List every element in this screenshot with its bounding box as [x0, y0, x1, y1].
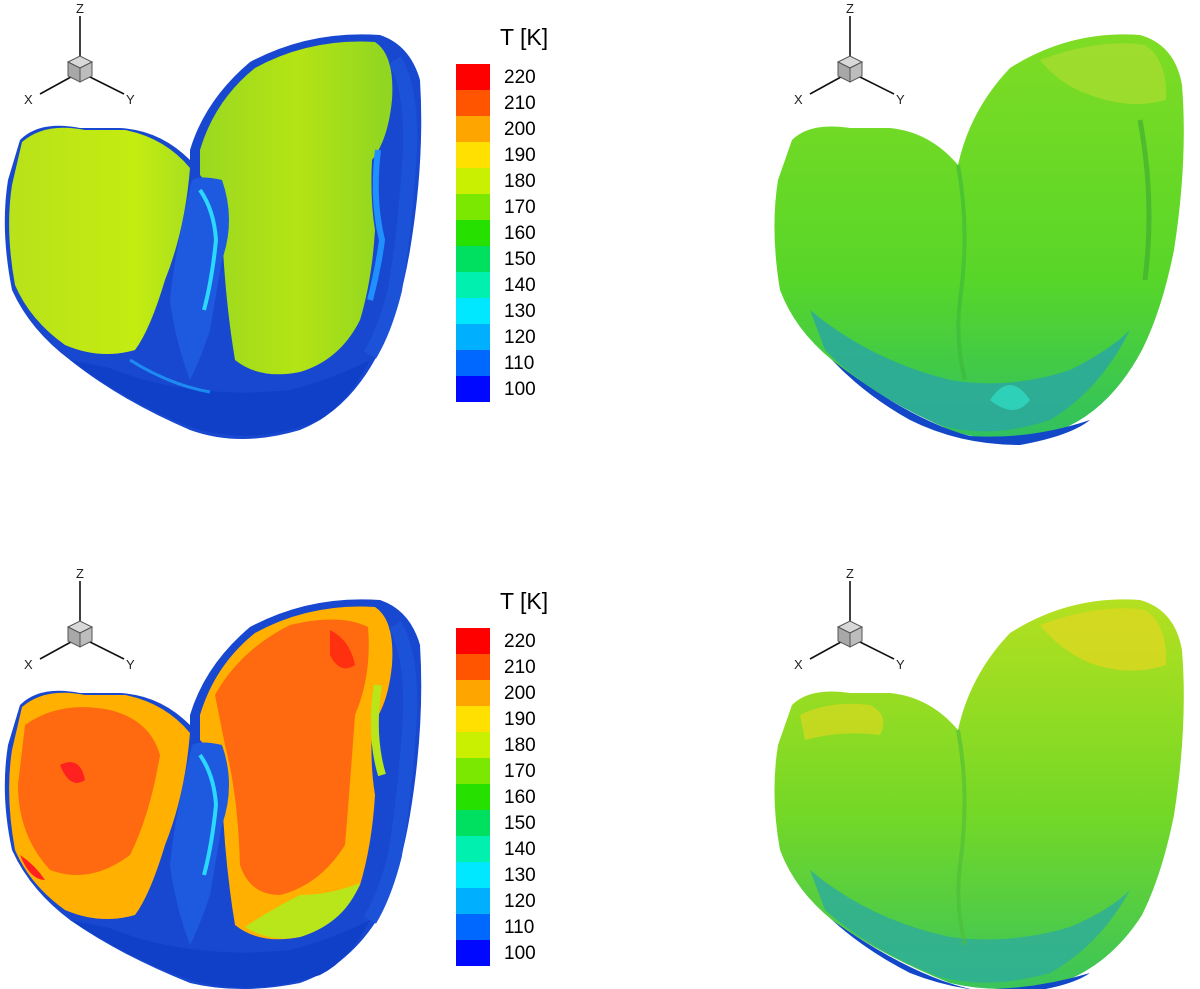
legend-title: T [K] — [500, 24, 549, 50]
color-swatch-120 — [456, 324, 490, 350]
right-lobe-face — [200, 41, 393, 375]
tick-label-160: 160 — [504, 223, 536, 244]
color-swatch-110 — [456, 350, 490, 376]
tick-label-220: 220 — [504, 631, 536, 652]
tick-label-160: 160 — [504, 787, 536, 808]
comet-panel-bottom-left — [4, 599, 422, 989]
axis-label-z: Z — [76, 566, 84, 581]
color-swatch-100 — [456, 376, 490, 402]
axis-label-x: X — [24, 92, 33, 107]
tick-label-220: 220 — [504, 67, 536, 88]
color-swatch-130 — [456, 862, 490, 888]
tick-label-100: 100 — [504, 379, 536, 400]
color-swatch-180 — [456, 168, 490, 194]
color-swatch-160 — [456, 220, 490, 246]
color-swatch-220 — [456, 64, 490, 90]
color-swatch-140 — [456, 272, 490, 298]
axis-triad-top-right: Z X Y — [794, 1, 905, 107]
comet-panel-top-left — [4, 34, 422, 439]
tick-label-100: 100 — [504, 943, 536, 964]
color-swatch-210 — [456, 90, 490, 116]
color-swatch-130 — [456, 298, 490, 324]
tick-label-170: 170 — [504, 197, 536, 218]
color-swatch-150 — [456, 810, 490, 836]
tick-label-150: 150 — [504, 813, 536, 834]
temperature-legend-bottom: T [K] 220 210 200 190 180 170 160 150 140 130 120 1… — [456, 588, 576, 966]
tick-label-200: 200 — [504, 119, 536, 140]
color-bar — [456, 64, 490, 402]
color-swatch-180 — [456, 732, 490, 758]
tick-label-200: 200 — [504, 683, 536, 704]
comet-panel-top-right — [774, 34, 1184, 445]
tick-label-180: 180 — [504, 735, 536, 756]
tick-label-120: 120 — [504, 891, 536, 912]
color-swatch-170 — [456, 194, 490, 220]
axis-label-y: Y — [896, 657, 905, 672]
left-lobe-face — [9, 127, 191, 354]
color-swatch-150 — [456, 246, 490, 272]
tick-label-170: 170 — [504, 761, 536, 782]
tick-label-110: 110 — [504, 353, 535, 374]
tick-label-130: 130 — [504, 865, 536, 886]
axis-label-y: Y — [126, 657, 135, 672]
color-swatch-190 — [456, 142, 490, 168]
tick-label-110: 110 — [504, 917, 535, 938]
comet-silhouette — [774, 599, 1184, 989]
tick-label-140: 140 — [504, 839, 536, 860]
legend-title: T [K] — [500, 588, 549, 614]
right-lobe-top-warm — [1040, 608, 1167, 671]
right-lobe-hot — [215, 619, 369, 895]
axis-label-y: Y — [126, 92, 135, 107]
tick-label-190: 190 — [504, 145, 536, 166]
right-lobe-top-warm — [1040, 43, 1167, 104]
left-lobe-hot — [18, 707, 160, 875]
axis-triad-bottom-left: Z X Y — [24, 566, 135, 672]
tick-label-130: 130 — [504, 301, 536, 322]
axis-label-x: X — [794, 657, 803, 672]
tick-label-190: 190 — [504, 709, 536, 730]
color-swatch-160 — [456, 784, 490, 810]
axis-label-x: X — [794, 92, 803, 107]
tick-label-140: 140 — [504, 275, 536, 296]
color-swatch-170 — [456, 758, 490, 784]
axis-label-z: Z — [846, 566, 854, 581]
comet-panel-bottom-right — [774, 599, 1184, 989]
color-swatch-140 — [456, 836, 490, 862]
color-swatch-210 — [456, 654, 490, 680]
axis-triad-top-left: Z X Y — [24, 1, 135, 107]
color-swatch-120 — [456, 888, 490, 914]
color-bar — [456, 628, 490, 966]
axis-label-z: Z — [76, 1, 84, 16]
temperature-legend-top: T [K] 220 210 200 190 180 170 160 150 140 130 120 1… — [456, 24, 576, 402]
tick-label-210: 210 — [504, 657, 536, 678]
color-swatch-200 — [456, 116, 490, 142]
color-swatch-200 — [456, 680, 490, 706]
tick-label-150: 150 — [504, 249, 536, 270]
color-swatch-220 — [456, 628, 490, 654]
tick-label-180: 180 — [504, 171, 536, 192]
tick-label-120: 120 — [504, 327, 536, 348]
axis-triad-bottom-right: Z X Y — [794, 566, 905, 672]
color-swatch-110 — [456, 914, 490, 940]
axis-label-z: Z — [846, 1, 854, 16]
axis-label-y: Y — [896, 92, 905, 107]
axis-label-x: X — [24, 657, 33, 672]
color-swatch-190 — [456, 706, 490, 732]
comet-silhouette — [774, 34, 1184, 439]
color-swatch-100 — [456, 940, 490, 966]
tick-label-210: 210 — [504, 93, 536, 114]
